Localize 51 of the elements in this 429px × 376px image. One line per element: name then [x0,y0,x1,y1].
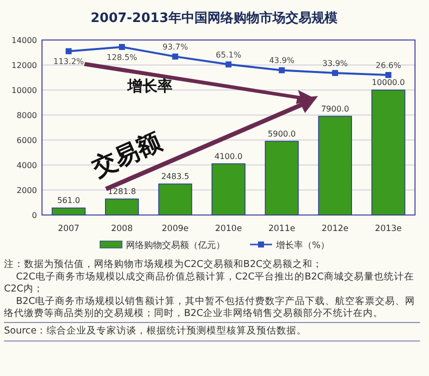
point [278,67,285,74]
point [172,54,178,60]
point [118,44,125,50]
data-label: 43.9% [269,56,295,66]
text: 注：数据为预估值，网络购物市场规模为C2C交易额和B2C交易额之和； [4,258,323,270]
y-tick-label: 0 [32,211,37,220]
point [385,72,392,78]
point [66,48,72,54]
bar [318,116,352,216]
bar [212,163,246,216]
data-label: 10000.0 [372,78,405,87]
y-tick-label: 2000 [16,186,37,195]
x-tick-label: 2007 [58,224,80,234]
data-label: 7900.0 [321,104,350,114]
y-tick-label: 10000 [12,86,37,95]
y-tick-label: 4000 [16,161,37,170]
x-tick-label: 2008 [111,224,133,234]
data-label: 4100.0 [214,152,242,161]
data-label: 1281.8 [108,186,136,196]
bar [264,140,299,216]
data-label: 128.5% [106,53,138,62]
y-tick-label: 14000 [12,36,37,45]
annotation: 增长率 [126,77,172,95]
data-label: 5900.0 [268,129,296,138]
point [332,70,338,76]
data-label: 33.9% [322,58,348,68]
y-tick-label: 8000 [16,111,37,120]
y-tick-label: 12000 [12,61,37,70]
data-label: 65.1% [216,50,242,60]
point [226,61,232,68]
data-label: 561.0 [57,196,80,205]
legend-label: 增长率（%） [275,240,330,251]
bar [105,198,139,216]
text: B2C电子商务市场规模以销售额计算，其中暂不包括付费数字产品下载、航空客票交易、网络代缴费等商品类别的交易规模；同时，B2C企业非网络销售交易额部分不统计在内。 [4,295,416,319]
data-label: 2483.5 [161,172,190,181]
text: C2C电子商务市场规模以成交商品价值总额计算，C2C平台推出的B2C商城交易量也统计在C2C内； [4,270,414,294]
chart-title: 2007-2013年中国网络购物市场交易规模 [90,10,338,26]
bar [371,90,406,216]
x-tick-label: 2010e [215,224,242,234]
x-tick-label: 2011e [268,224,296,234]
data-label: 93.7% [162,42,188,52]
bar [52,208,86,216]
bar [158,184,192,216]
data-label: 26.6% [376,61,402,70]
x-tick-label: 2013e [374,224,402,234]
legend-label: 网络购物交易额（亿元） [126,240,225,251]
x-tick-label: 2009e [162,224,189,234]
data-label: 113.2% [53,57,84,66]
source-note: Source：综合企业及专家访谈，根据统计预测模型核算及预估数据。 [4,324,307,336]
y-tick-label: 6000 [16,136,37,145]
x-tick-label: 2012e [322,224,349,234]
